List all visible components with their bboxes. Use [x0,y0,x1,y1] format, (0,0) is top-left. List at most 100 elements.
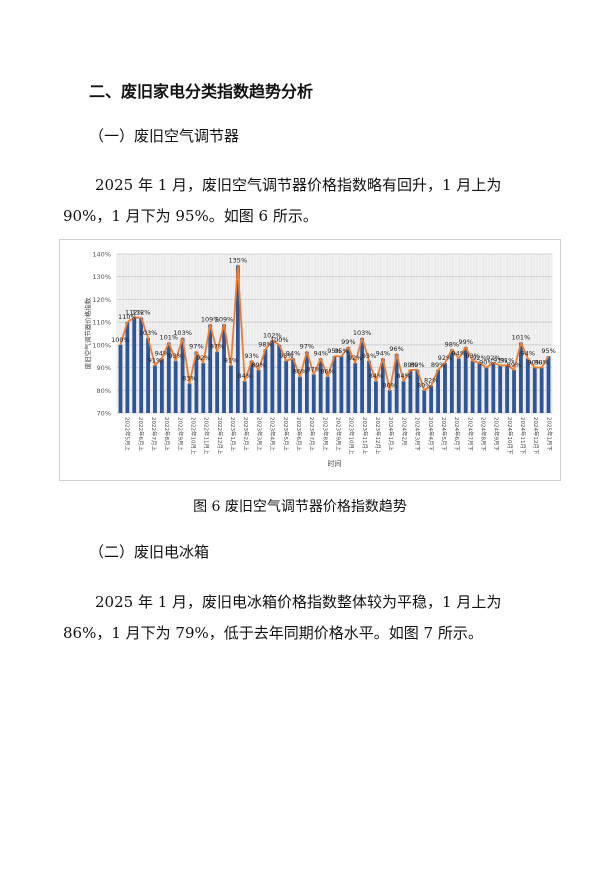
bar [304,351,309,413]
x-tick-label: 2022年9月上 [176,417,184,451]
data-label: 109% [215,315,234,323]
data-label: 112% [125,309,144,317]
x-tick-label: 2024年11月下 [519,417,527,455]
bar [311,374,316,413]
bar [436,369,440,413]
bar [532,367,537,413]
data-label: 90% [479,359,493,367]
data-label: 89% [251,361,265,369]
bar [408,369,413,413]
x-tick-label: 2023年11月上 [361,417,369,455]
bar [118,344,123,413]
x-tick-label: 2024年9月下 [493,417,501,451]
x-tick-label: 2024年2月 [400,417,408,446]
data-label: 110% [118,313,137,321]
data-label: 112% [132,309,151,317]
bar [159,358,164,413]
y-tick-label: 70% [97,410,111,418]
y-tick-label: 100% [92,341,111,349]
x-tick-label: 2023年6月上 [295,417,303,451]
data-label: 95% [334,347,348,355]
bar [222,324,226,413]
data-label: 91% [500,356,514,364]
data-label: 94% [313,349,327,357]
data-label: 98% [258,340,272,348]
data-label: 86% [320,368,334,376]
x-tick-label: 2023年8月上 [321,417,329,451]
data-label: 94% [286,349,300,357]
data-label: 101% [512,334,531,342]
x-tick-label: 2022年11月上 [203,417,211,455]
x-tick-label: 2023年7月上 [308,417,316,451]
data-label: 89% [410,361,424,369]
data-label: 94% [155,349,169,357]
data-label: 96% [389,345,403,353]
y-tick-label: 90% [97,364,111,372]
x-axis-title: 时间 [328,459,342,468]
data-label: 100% [270,336,289,344]
bar [470,360,475,413]
bar [325,376,330,413]
bar [353,363,358,413]
bar [277,344,282,413]
bar [422,390,427,413]
bar [256,369,261,413]
bar [166,342,171,413]
paragraph-line: 86%，1 月下为 79%，低于去年同期价格水平。如图 7 所示。 [63,624,483,642]
bar [360,338,365,413]
data-label: 93% [465,352,479,360]
chart-svg: 70%80%90%100%110%120%130%140%100%110%112… [83,251,556,469]
bar [525,358,530,413]
paragraph-refrigerator: 2025 年 1 月，废旧电冰箱价格指数整体较为平稳，1 月上为 86%，1 月… [63,587,519,649]
section-title: 二、废旧家电分类指数趋势分析 [89,82,314,101]
x-tick-label: 2022年7月上 [150,417,158,451]
bar [477,363,482,413]
x-tick-label: 2022年6月上 [137,417,145,451]
bar [463,347,468,413]
x-tick-label: 2024年7月下 [466,417,474,451]
bar [491,363,496,413]
bar [380,358,385,413]
x-tick-label: 2024年8月下 [480,417,488,451]
data-label: 100% [111,336,130,344]
x-tick-label: 2022年10月上 [190,417,198,455]
data-label: 92% [196,354,210,362]
data-label: 80% [417,381,431,389]
bar [235,265,240,413]
data-label: 89% [507,361,521,369]
data-label: 95% [327,347,341,355]
data-label: 84% [369,372,383,380]
x-tick-label: 2022年12月上 [216,417,224,455]
bar [318,358,323,413]
data-label: 98% [445,340,459,348]
price-index-chart: 70% 80% 90% 100% 110% 120% 130% 140% 100% 110% 112… [59,239,561,481]
x-tick-label: 2025年1月下 [545,417,553,451]
bar [539,367,544,413]
bar [401,381,406,413]
bar [443,363,447,413]
data-label: 95% [541,347,555,355]
bar [125,322,130,413]
bar [374,381,378,413]
data-label: 94% [452,349,466,357]
data-label: 94% [521,349,535,357]
bar [291,358,295,413]
paragraph-line: 2025 年 1 月，废旧电冰箱价格指数整体较为平稳，1 月上为 [95,593,502,611]
bar [249,360,254,413]
x-tick-label: 2022年8月上 [163,417,171,451]
data-label: 87% [307,365,321,373]
bar [180,338,185,413]
bar [456,358,461,413]
x-tick-label: 2022年5月上 [124,417,132,451]
data-label: 90% [534,359,548,367]
bar [229,365,233,413]
figure-caption: 图 6 废旧空气调节器价格指数趋势 [193,499,407,515]
bar [429,385,434,413]
data-label: 135% [229,256,248,264]
data-label: 103% [173,329,192,337]
bar [298,376,302,413]
x-tick-label: 2023年4月上 [269,417,277,451]
bar [139,317,144,413]
paragraph-air-conditioner: 2025 年 1 月，废旧空气调节器价格指数略有回升，1 月上为 90%，1 月… [63,170,519,232]
bar [153,365,157,413]
